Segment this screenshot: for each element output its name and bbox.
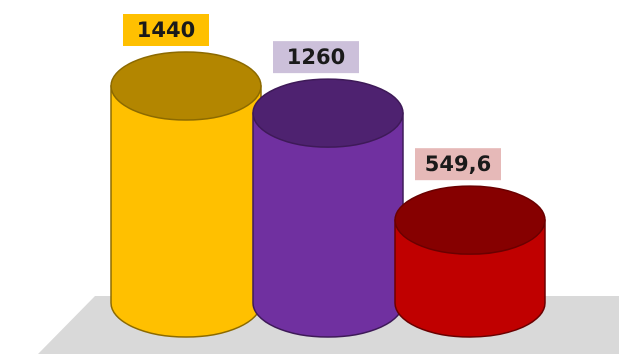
bar-top-2 [252,78,404,148]
bar-2 [252,78,404,338]
bar-1 [110,51,262,338]
bar-body-1 [110,85,262,338]
bars-group [110,51,546,338]
bar-top-1 [110,51,262,121]
bar-3 [394,185,546,338]
data-label-box-3 [415,148,501,181]
bar-top-3 [394,185,546,255]
data-label-2: 1260 [273,41,359,74]
data-label-3: 549,6 [415,148,501,181]
data-label-1: 1440 [123,14,209,46]
data-label-text-3: 549,6 [425,152,491,176]
data-label-text-2: 1260 [287,45,345,69]
data-label-text-1: 1440 [137,18,195,42]
data-label-box-2 [273,41,359,74]
data-labels-group: 1440 1260 549,6 [123,14,501,181]
data-label-box-1 [123,14,209,46]
